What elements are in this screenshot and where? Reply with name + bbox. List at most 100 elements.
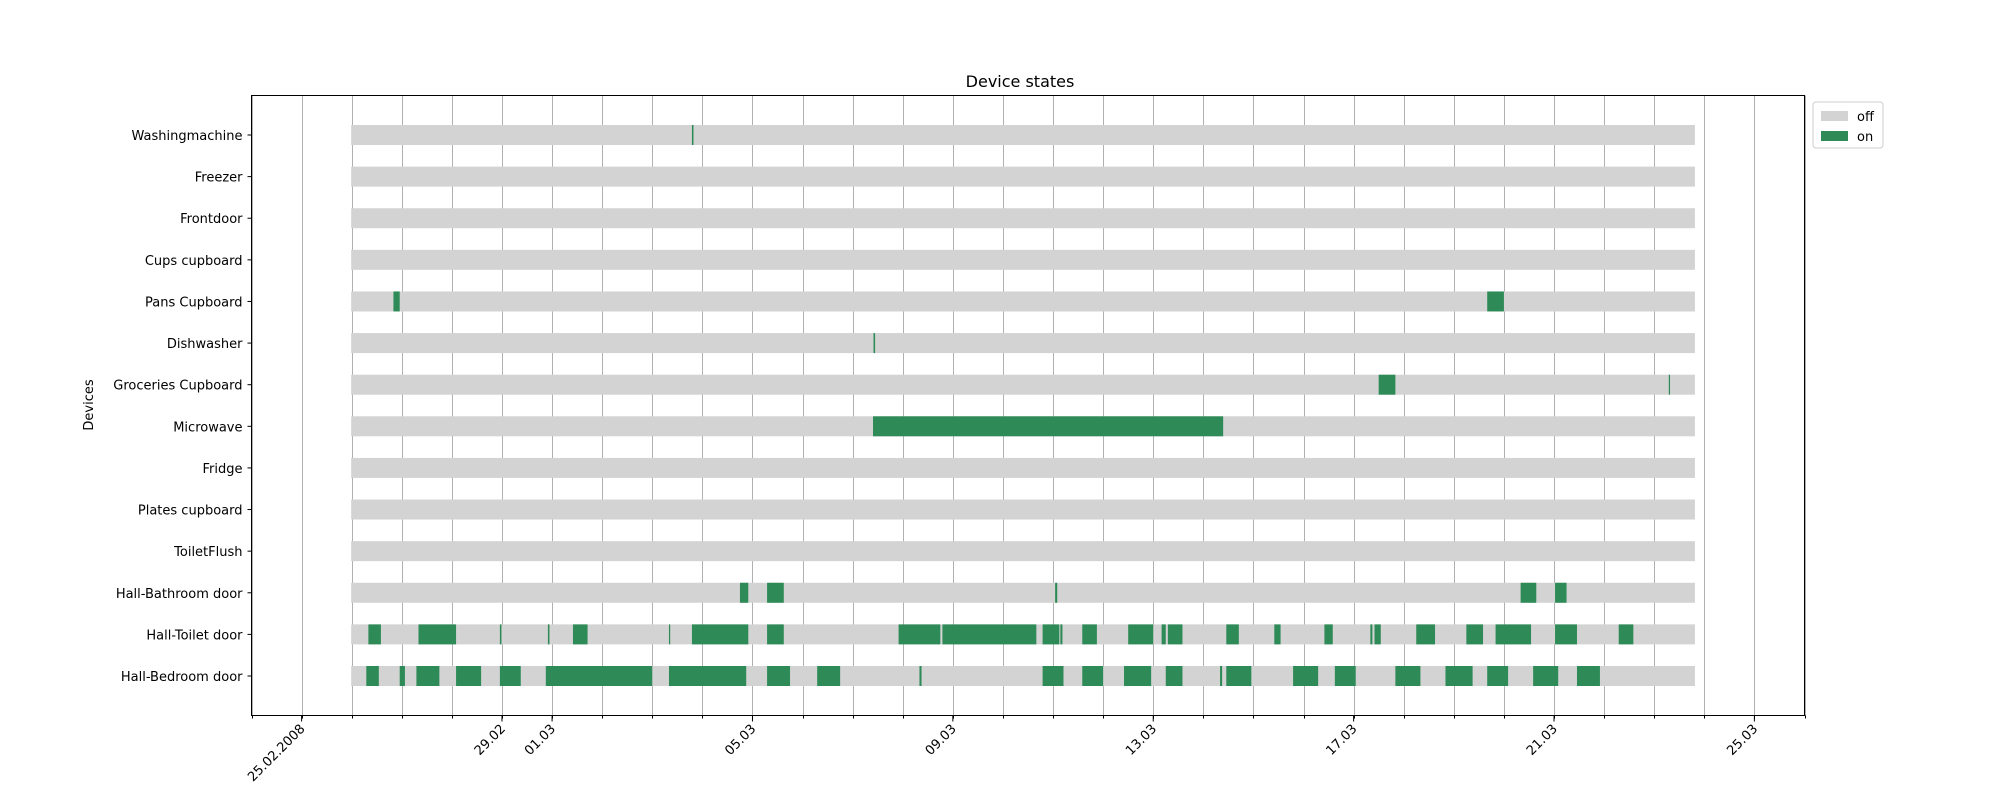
y-tick-label-4: Pans Cupboard (145, 295, 242, 310)
bar-on-12-21 (1416, 624, 1436, 645)
legend-swatch-off (1821, 111, 1848, 121)
bar-on-12-0 (368, 624, 381, 645)
bar-on-13-17 (1334, 666, 1356, 686)
bar-on-12-6 (691, 624, 749, 645)
bar-on-12-2 (499, 624, 502, 645)
bar-on-12-19 (1370, 624, 1373, 645)
bar-on-13-18 (1395, 666, 1421, 686)
bar-on-6-1 (1668, 374, 1671, 395)
x-tick-label-0: 25.02.2008 (245, 722, 308, 785)
x-tick-label-7: 21.03 (1524, 722, 1561, 759)
bar-on-12-20 (1374, 624, 1381, 645)
y-tick-label-5: Dishwasher (167, 337, 243, 352)
x-tick-label-2: 01.03 (522, 722, 559, 759)
y-tick-label-12: Hall-Toilet door (146, 628, 243, 643)
bar-on-13-12 (1124, 666, 1152, 686)
bar-on-12-10 (1042, 624, 1060, 645)
state-bars (351, 125, 1695, 686)
y-tick-label-10: ToiletFlush (173, 545, 242, 560)
bar-on-12-11 (1060, 624, 1063, 645)
bar-off-4 (351, 291, 1695, 312)
bar-off-11 (351, 582, 1695, 603)
bar-off-10 (351, 541, 1695, 562)
bar-off-8 (351, 457, 1695, 478)
bar-on-13-15 (1226, 666, 1252, 686)
bar-on-12-3 (547, 624, 550, 645)
bar-on-4-1 (1487, 291, 1504, 312)
bar-on-5-0 (873, 333, 876, 354)
bar-on-12-13 (1128, 624, 1154, 645)
legend-label-off: off (1857, 110, 1875, 125)
bar-on-13-2 (416, 666, 440, 686)
bar-on-12-17 (1274, 624, 1281, 645)
bar-on-13-22 (1576, 666, 1600, 686)
bar-on-13-7 (767, 666, 791, 686)
bar-on-13-9 (919, 666, 922, 686)
bar-on-12-24 (1555, 624, 1577, 645)
bar-on-0-0 (691, 125, 694, 145)
bar-on-12-4 (572, 624, 588, 645)
bar-off-9 (351, 499, 1695, 520)
plot-frame (251, 95, 1805, 716)
bar-on-13-10 (1042, 666, 1064, 686)
bar-on-13-0 (366, 666, 379, 686)
bar-on-12-12 (1082, 624, 1097, 645)
bar-on-13-8 (817, 666, 841, 686)
y-tick-label-3: Cups cupboard (145, 254, 243, 269)
bar-on-12-23 (1495, 624, 1532, 645)
bar-on-13-20 (1487, 666, 1509, 686)
legend: off on (1812, 101, 1884, 149)
bar-off-5 (351, 333, 1695, 354)
y-tick-label-8: Fridge (203, 462, 243, 477)
bar-on-6-0 (1378, 374, 1396, 395)
bar-on-13-14 (1220, 666, 1223, 686)
bar-on-12-15 (1167, 624, 1183, 645)
bar-on-13-21 (1533, 666, 1559, 686)
bar-off-2 (351, 208, 1695, 229)
legend-label-on: on (1857, 130, 1873, 145)
bar-on-7-0 (873, 416, 1224, 437)
bar-on-13-1 (399, 666, 405, 686)
x-tick-label-5: 13.03 (1123, 722, 1160, 759)
bar-on-13-16 (1293, 666, 1319, 686)
bar-on-11-0 (739, 582, 749, 603)
y-tick-label-6: Groceries Cupboard (113, 379, 242, 394)
bar-on-11-1 (767, 582, 784, 603)
bar-on-12-8 (898, 624, 941, 645)
bar-on-11-2 (1055, 582, 1058, 603)
bar-on-12-14 (1161, 624, 1166, 645)
bar-off-0 (351, 125, 1695, 145)
bar-on-12-16 (1226, 624, 1239, 645)
bar-on-13-13 (1165, 666, 1183, 686)
bar-on-13-11 (1082, 666, 1104, 686)
bar-on-12-5 (668, 624, 671, 645)
bar-off-3 (351, 249, 1695, 270)
y-axis-ticks: Washingmachine Freezer Frontdoor Cups cupbo… (113, 129, 252, 685)
bar-on-13-3 (456, 666, 482, 686)
bar-on-13-5 (545, 666, 653, 686)
bar-on-12-22 (1466, 624, 1484, 645)
bar-on-4-0 (393, 291, 400, 312)
bar-on-12-25 (1618, 624, 1634, 645)
y-tick-label-0: Washingmachine (132, 129, 243, 144)
x-tick-label-6: 17.03 (1324, 722, 1361, 759)
y-tick-label-2: Frontdoor (180, 212, 243, 227)
bar-on-12-7 (767, 624, 784, 645)
bar-on-11-4 (1555, 582, 1567, 603)
bar-on-13-6 (668, 666, 747, 686)
y-tick-label-1: Freezer (195, 171, 243, 186)
bar-on-11-3 (1520, 582, 1537, 603)
bar-on-12-1 (418, 624, 457, 645)
bar-on-13-4 (499, 666, 521, 686)
y-tick-label-13: Hall-Bedroom door (121, 670, 243, 685)
bar-on-12-18 (1324, 624, 1333, 645)
bar-on-13-19 (1445, 666, 1473, 686)
legend-swatch-on (1821, 131, 1848, 141)
bar-off-6 (351, 374, 1695, 395)
bar-on-12-9 (942, 624, 1037, 645)
chart-title: Device states (966, 72, 1075, 91)
x-axis-ticks: 25.02.2008 29.02 01.03 05.03 09.03 13.03 17.03… (245, 715, 1806, 785)
x-tick-label-8: 25.03 (1724, 722, 1761, 759)
y-tick-label-9: Plates cupboard (138, 504, 243, 519)
